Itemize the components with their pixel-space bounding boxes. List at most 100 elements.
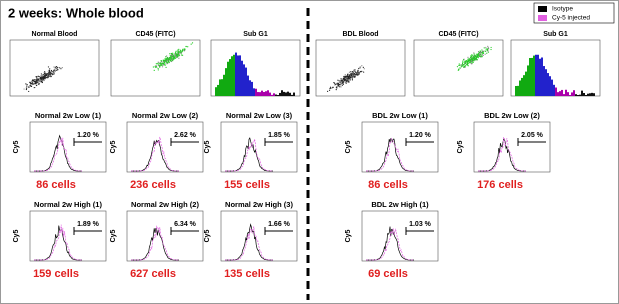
bar — [277, 95, 279, 96]
dot — [483, 47, 485, 49]
dot — [53, 66, 55, 68]
dot — [464, 62, 466, 64]
dot — [50, 71, 52, 73]
dot — [44, 74, 47, 76]
dot — [337, 83, 339, 85]
dot — [333, 82, 336, 84]
bar — [279, 92, 281, 96]
dot — [490, 46, 492, 49]
cell-count: 627 cells — [130, 268, 176, 280]
bar — [523, 75, 525, 96]
dot — [170, 56, 172, 58]
dot — [345, 81, 348, 83]
bar — [545, 69, 547, 96]
y-axis-label: Cy5 — [345, 229, 352, 242]
panel-title: Normal 2w High (1) — [34, 200, 102, 209]
dot — [26, 83, 28, 86]
bar — [241, 60, 243, 96]
dot — [482, 50, 484, 52]
dot — [344, 77, 346, 79]
dot — [162, 62, 164, 64]
dot — [164, 60, 166, 63]
dot — [340, 80, 342, 82]
dot — [351, 78, 353, 80]
dot — [467, 58, 469, 60]
cell-count: 86 cells — [36, 179, 76, 191]
dot — [161, 64, 163, 66]
dot — [477, 54, 479, 56]
dot — [343, 76, 345, 78]
dot — [354, 70, 357, 72]
gate-percent: 2.62 % — [174, 132, 197, 139]
panel-title: Normal 2w High (2) — [131, 200, 199, 209]
dot — [35, 83, 37, 85]
dot — [154, 65, 156, 67]
histogram-curve — [225, 226, 273, 261]
bar — [515, 86, 517, 96]
bar — [541, 57, 543, 96]
plot-box — [9, 39, 100, 97]
dot — [458, 64, 461, 66]
dot — [166, 59, 168, 62]
bar — [547, 73, 549, 96]
dot — [44, 77, 46, 79]
dot — [468, 61, 470, 63]
dot — [463, 66, 465, 68]
bar — [553, 84, 555, 96]
dot — [54, 68, 56, 70]
dot — [462, 59, 465, 61]
dot — [342, 83, 345, 85]
dot — [342, 81, 344, 84]
panel-title: Normal 2w High (3) — [225, 200, 293, 209]
dot — [357, 69, 359, 71]
dot — [180, 50, 182, 52]
dot — [42, 77, 45, 79]
dot — [30, 82, 32, 85]
bar — [225, 68, 227, 96]
dot — [160, 59, 162, 62]
bar — [221, 79, 223, 96]
bar — [559, 91, 561, 96]
bar — [557, 92, 559, 96]
dot — [341, 80, 343, 82]
dot — [340, 81, 343, 83]
cell-count: 135 cells — [224, 268, 270, 280]
dot — [172, 52, 174, 54]
y-axis-label: Cy5 — [110, 140, 117, 153]
dot — [481, 49, 483, 51]
bar — [219, 79, 221, 96]
dot — [23, 88, 25, 90]
dot — [359, 67, 361, 69]
dot — [157, 61, 159, 63]
dot — [177, 49, 179, 51]
bar — [215, 87, 217, 96]
dot — [36, 78, 38, 80]
dot — [174, 52, 177, 54]
bar — [237, 55, 239, 96]
dot — [485, 46, 487, 49]
dot — [472, 56, 474, 58]
y-axis-label: Cy5 — [345, 140, 352, 153]
dot — [347, 79, 350, 81]
dot — [353, 69, 355, 71]
dot — [169, 53, 171, 55]
dot — [478, 54, 480, 56]
bar — [267, 90, 269, 96]
dot — [161, 66, 164, 68]
dot — [487, 47, 489, 49]
y-axis-label: Cy5 — [13, 140, 20, 153]
dot — [461, 65, 463, 67]
bar — [579, 94, 581, 96]
dot — [53, 72, 55, 74]
dot — [40, 78, 42, 80]
dot — [350, 71, 352, 73]
dot — [344, 79, 346, 81]
bar — [583, 92, 585, 96]
dot — [340, 78, 342, 80]
histogram-curve — [34, 137, 82, 172]
bar — [275, 94, 277, 96]
bar — [257, 92, 259, 96]
dot — [345, 82, 347, 84]
dot — [178, 53, 180, 55]
plot-box — [126, 210, 204, 262]
